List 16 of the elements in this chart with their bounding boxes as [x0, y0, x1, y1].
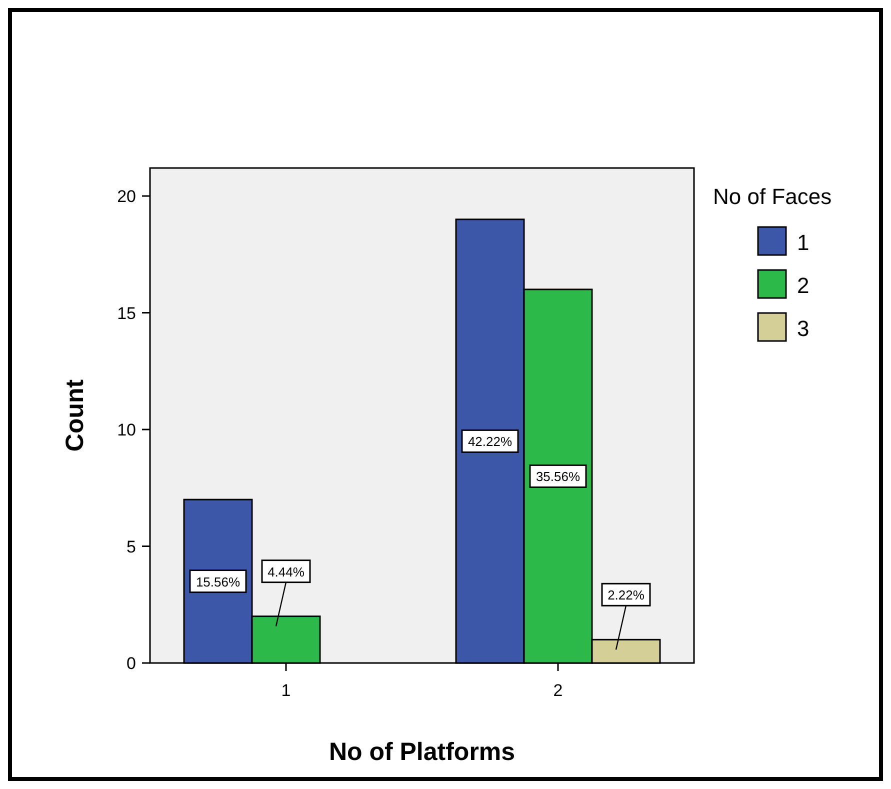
annotation: 42.22% [468, 434, 512, 450]
annotation: 35.56% [536, 469, 580, 484]
y-tick-label: 0 [126, 654, 136, 673]
y-tick-label: 5 [126, 537, 136, 556]
x-axis-title: No of Platforms [328, 738, 516, 766]
legend-label: 2 [797, 273, 810, 298]
annotation: 15.56% [196, 574, 240, 590]
y-tick-label: 20 [117, 187, 136, 206]
annotation: 2.22% [608, 588, 645, 603]
annotation: 4.44% [268, 564, 305, 580]
legend-label: 3 [797, 316, 810, 341]
y-tick-label: 10 [117, 420, 136, 440]
legend-title: No of Faces [713, 184, 832, 209]
y-tick-label: 15 [117, 304, 136, 323]
y-axis-title: Count [61, 378, 89, 452]
legend-label: 1 [797, 230, 810, 255]
